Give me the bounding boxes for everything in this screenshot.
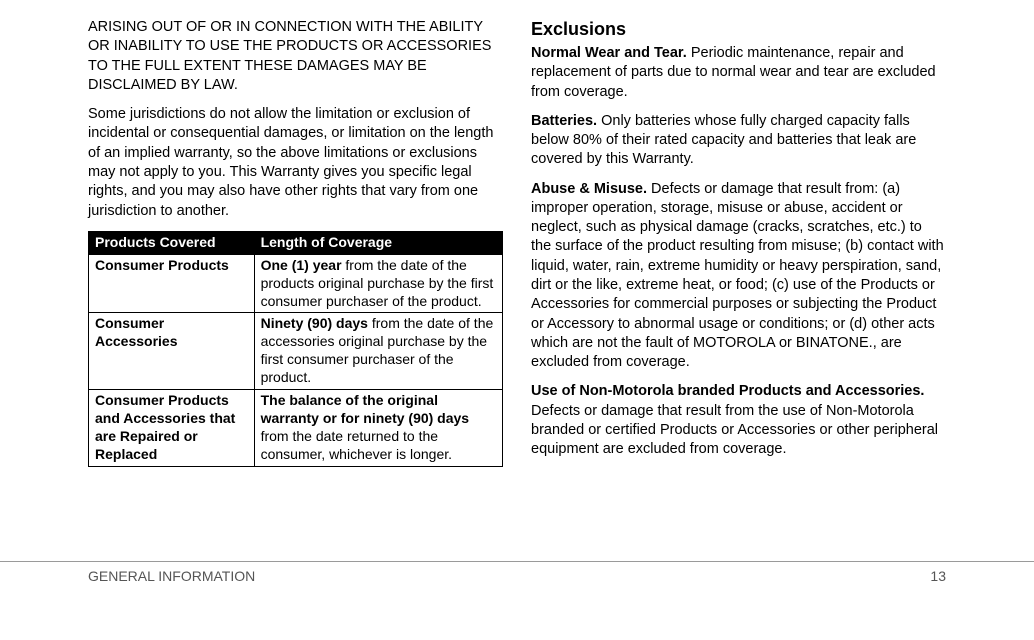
page-body: ARISING OUT OF OR IN CONNECTION WITH THE… bbox=[0, 0, 1034, 470]
exclusion-abuse: Abuse & Misuse. Defects or damage that r… bbox=[531, 180, 946, 373]
exclusion-text: Defects or damage that result from the u… bbox=[531, 403, 938, 458]
exclusion-label: Normal Wear and Tear. bbox=[531, 45, 687, 61]
left-column: ARISING OUT OF OR IN CONNECTION WITH THE… bbox=[88, 18, 503, 470]
right-column: Exclusions Normal Wear and Tear. Periodi… bbox=[531, 18, 946, 470]
exclusion-text: Defects or damage that result from: (a) … bbox=[531, 181, 944, 371]
length-cell: Ninety (90) days from the date of the ac… bbox=[254, 313, 502, 390]
product-cell: Consumer Products bbox=[89, 254, 255, 313]
page-footer: GENERAL INFORMATION 13 bbox=[88, 568, 946, 584]
product-cell: Consumer Products and Accessories that a… bbox=[89, 390, 255, 467]
length-cell: The balance of the original warranty or … bbox=[254, 390, 502, 467]
coverage-table: Products Covered Length of Coverage Cons… bbox=[88, 231, 503, 467]
footer-rule bbox=[0, 561, 1034, 562]
table-header-row: Products Covered Length of Coverage bbox=[89, 231, 503, 254]
table-row: Consumer Accessories Ninety (90) days fr… bbox=[89, 313, 503, 390]
product-cell: Consumer Accessories bbox=[89, 313, 255, 390]
exclusion-batteries: Batteries. Only batteries whose fully ch… bbox=[531, 112, 946, 170]
length-bold: Ninety (90) days bbox=[261, 315, 368, 331]
disclaimer-caps-paragraph: ARISING OUT OF OR IN CONNECTION WITH THE… bbox=[88, 18, 503, 95]
footer-section: GENERAL INFORMATION bbox=[88, 568, 255, 584]
footer-page-number: 13 bbox=[930, 568, 946, 584]
length-bold: The balance of the original warranty or … bbox=[261, 392, 470, 426]
exclusion-label: Use of Non-Motorola branded Products and… bbox=[531, 383, 924, 399]
col-header-length: Length of Coverage bbox=[254, 231, 502, 254]
col-header-products: Products Covered bbox=[89, 231, 255, 254]
length-rest: from the date returned to the consumer, … bbox=[261, 428, 452, 462]
jurisdiction-paragraph: Some jurisdictions do not allow the limi… bbox=[88, 105, 503, 221]
exclusion-wear: Normal Wear and Tear. Periodic maintenan… bbox=[531, 44, 946, 102]
length-cell: One (1) year from the date of the produc… bbox=[254, 254, 502, 313]
table-row: Consumer Products and Accessories that a… bbox=[89, 390, 503, 467]
length-bold: One (1) year bbox=[261, 257, 342, 273]
exclusion-label: Abuse & Misuse. bbox=[531, 181, 647, 197]
table-row: Consumer Products One (1) year from the … bbox=[89, 254, 503, 313]
exclusions-heading: Exclusions bbox=[531, 18, 946, 42]
exclusion-nonmoto: Use of Non-Motorola branded Products and… bbox=[531, 382, 946, 459]
exclusion-label: Batteries. bbox=[531, 113, 597, 129]
